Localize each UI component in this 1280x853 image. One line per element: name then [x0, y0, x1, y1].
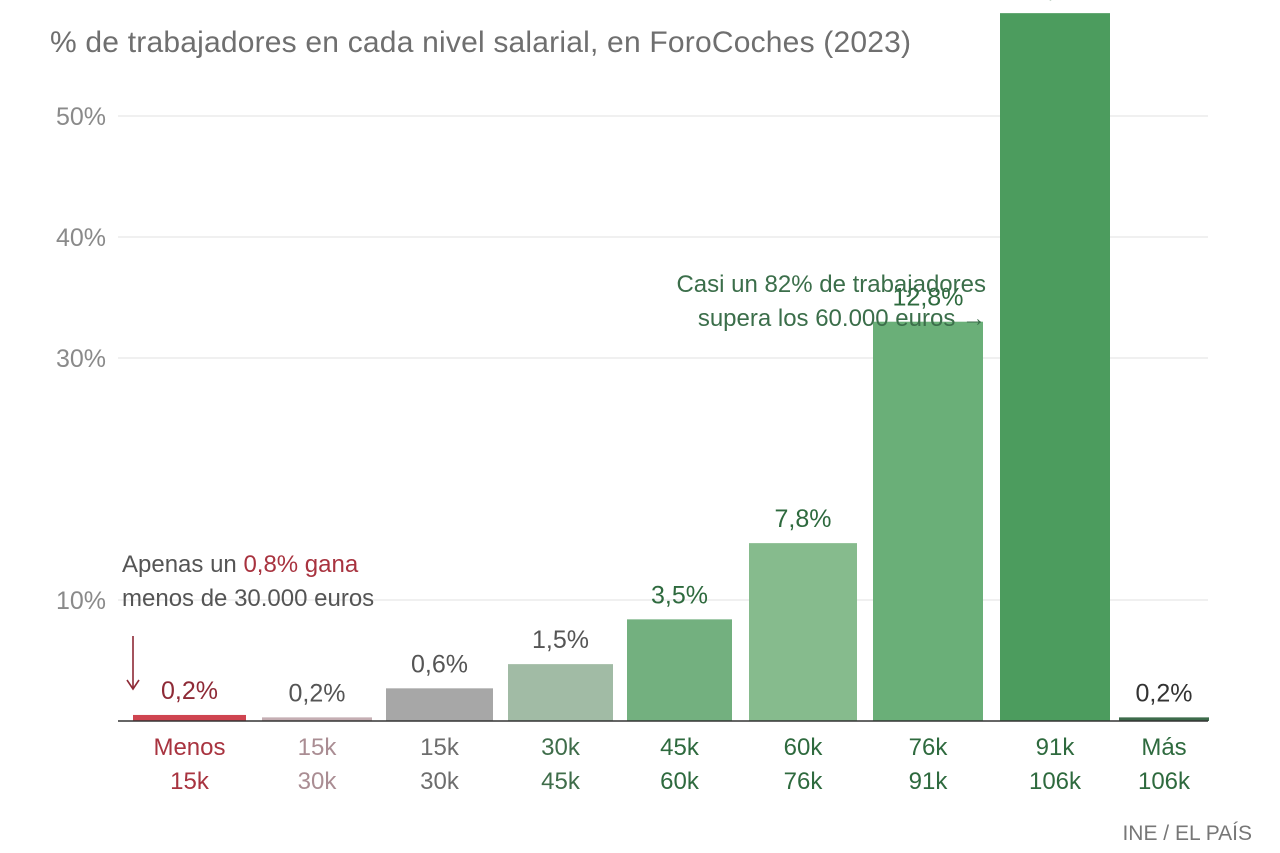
annotation-high-income: Casi un 82% de trabajadores supera los 6…: [676, 268, 986, 336]
value-labels: 0,2% 0,2% 0,6% 1,5% 3,5% 7,8% 12,8% 48,7% 0,2%: [161, 0, 1192, 707]
x-tick-label: 30k: [420, 768, 460, 795]
x-axis: Menos 15k 15k 30k 15k 30k 30k 45k 45k 60k 60k 76k 76…: [118, 720, 1208, 795]
x-tick-label: 106k: [1138, 768, 1191, 795]
x-tick-label: 15k: [420, 734, 460, 761]
bar: [1000, 13, 1110, 721]
chart-title: % de trabajadores en cada nivel salarial…: [50, 26, 912, 59]
bar: [1119, 717, 1209, 721]
bar-value-label: 12,8%: [893, 284, 964, 312]
bar: [133, 714, 246, 721]
x-tick-label: Menos: [153, 734, 225, 761]
annotation-high-line1: Casi un 82% de trabajadores: [676, 271, 986, 298]
x-tick-label: 76k: [909, 734, 949, 761]
bars: [133, 13, 1209, 721]
x-tick-label: 30k: [541, 734, 581, 761]
y-tick-label: 50%: [56, 103, 106, 131]
x-tick-label: 91k: [909, 768, 949, 795]
bar: [627, 619, 732, 721]
y-axis: 10% 30% 40% 50%: [56, 103, 106, 615]
x-tick-label: 45k: [660, 734, 700, 761]
bar-value-label: 0,2%: [1136, 679, 1193, 707]
x-tick-label: 60k: [784, 734, 824, 761]
source-credit: INE / EL PAÍS: [1122, 822, 1252, 845]
bar: [749, 543, 857, 721]
x-tick-label: 60k: [660, 768, 700, 795]
annotation-low-income: Apenas un 0,8% gana menos de 30.000 euro…: [122, 548, 374, 616]
bar-value-label: 0,2%: [161, 677, 218, 705]
annotation-low-prefix: Apenas un: [122, 551, 244, 578]
x-tick-label: 76k: [784, 768, 824, 795]
x-tick-label: Más: [1141, 734, 1186, 761]
bar: [262, 717, 372, 721]
annotation-low-line2: menos de 30.000 euros: [122, 585, 375, 612]
x-tick-label: 45k: [541, 768, 581, 795]
bar: [508, 664, 613, 721]
bar: [386, 688, 493, 721]
y-tick-label: 30%: [56, 345, 106, 373]
bar-value-label: 0,6%: [411, 650, 468, 678]
x-tick-label: 15k: [170, 768, 210, 795]
x-tick-label: 91k: [1036, 734, 1076, 761]
bar-value-label: 7,8%: [775, 505, 832, 533]
y-tick-label: 10%: [56, 587, 106, 615]
bar: [873, 321, 983, 721]
bar-value-label: 1,5%: [532, 626, 589, 654]
annotation-low-highlight: 0,8% gana: [243, 551, 359, 578]
bar-value-label: 48,7%: [1020, 0, 1091, 3]
down-arrow-head: [126, 679, 140, 691]
bar-value-label: 0,2%: [289, 679, 346, 707]
y-tick-label: 40%: [56, 224, 106, 252]
annotation-high-line2: supera los 60.000 euros →: [697, 305, 986, 332]
x-tick-label: 30k: [298, 768, 338, 795]
x-tick-label: 106k: [1029, 768, 1082, 795]
x-tick-label: 15k: [298, 734, 338, 761]
bar-value-label: 3,5%: [651, 581, 708, 609]
